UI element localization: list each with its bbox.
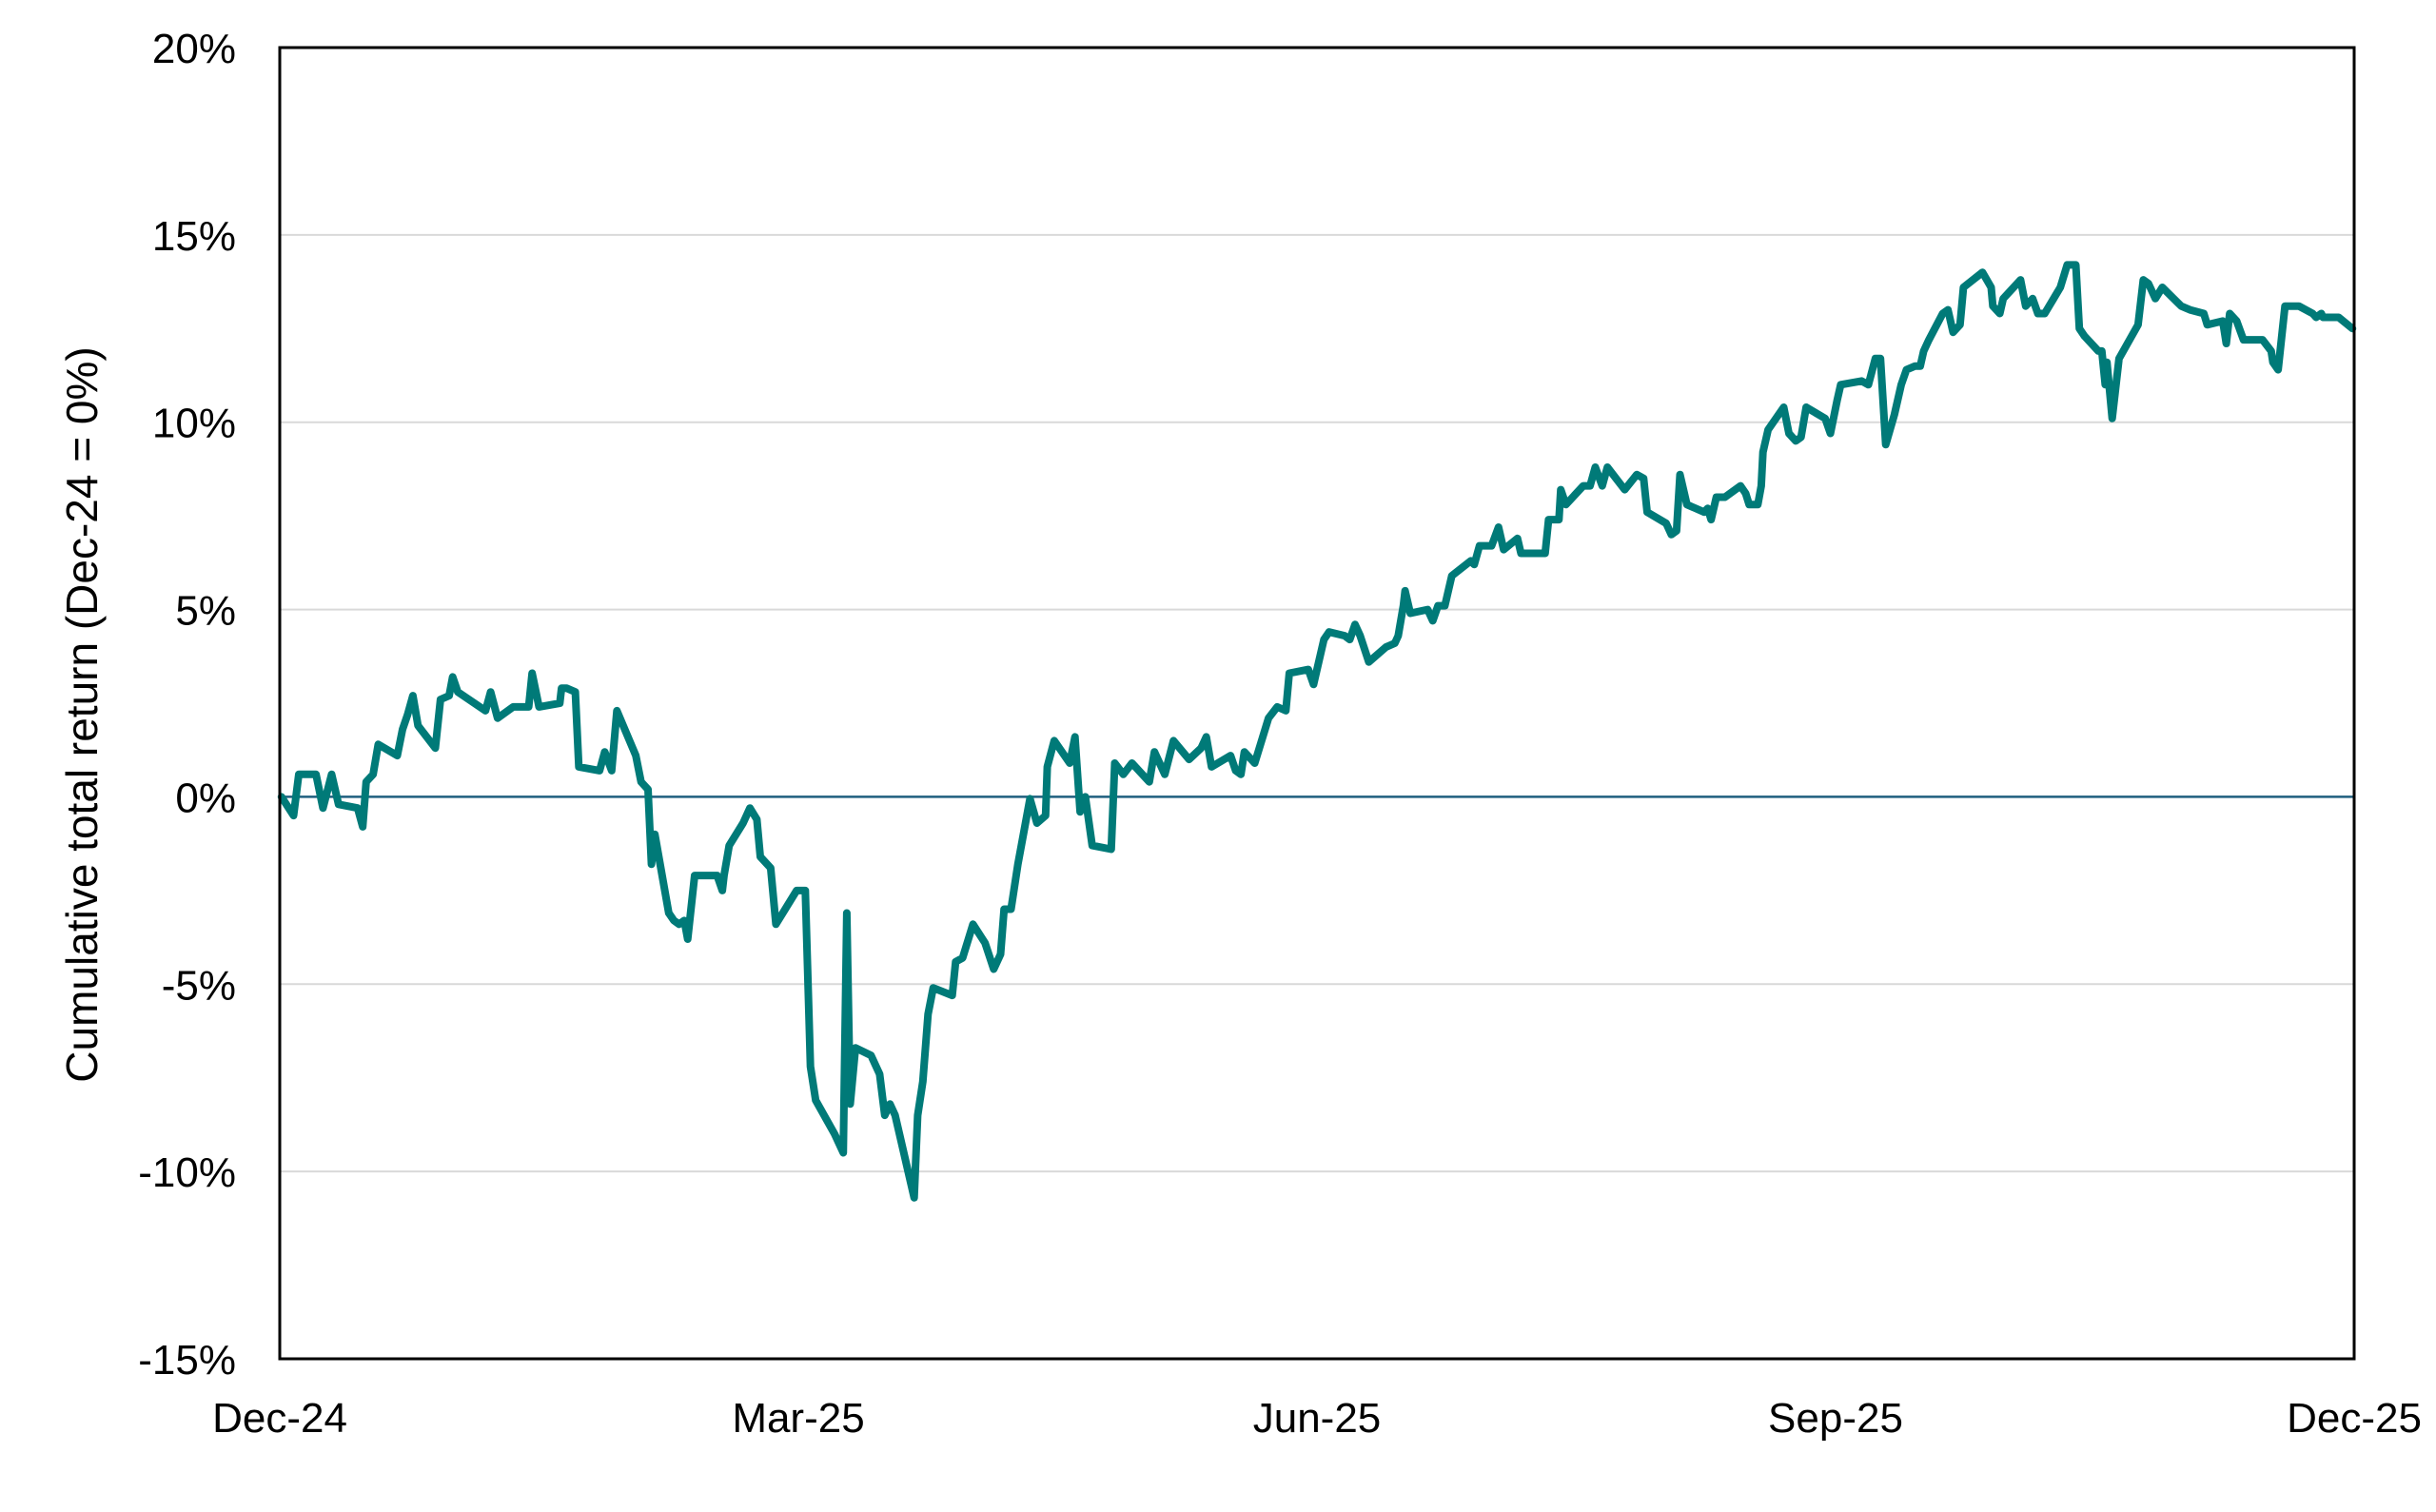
x-tick-label: Dec-25 [2287, 1395, 2422, 1442]
y-tick-label: 20% [152, 26, 236, 72]
cumulative-return-line [277, 261, 2357, 1202]
x-tick-label: Dec-24 [212, 1395, 347, 1442]
plot-frame [278, 46, 2356, 1361]
y-tick-label: -15% [138, 1337, 236, 1384]
y-tick-label: -10% [138, 1149, 236, 1196]
x-tick-label: Jun-25 [1253, 1395, 1382, 1442]
x-axis-ticks: Dec-24 Mar-25 Jun-25 Sep-25 Dec-25 [212, 1395, 2422, 1442]
gridlines [280, 233, 2354, 1173]
y-tick-label: -5% [162, 962, 236, 1009]
y-tick-label: 5% [175, 588, 236, 635]
y-tick-label: 15% [152, 213, 236, 260]
y-tick-label: 0% [175, 775, 236, 821]
y-tick-label: 10% [152, 401, 236, 447]
y-axis-ticks: -15% -10% -5% 0% 5% 10% 15% 20% [138, 26, 236, 1384]
y-axis-title: Cumulative total return (Dec-24 = 0%) [57, 346, 107, 1082]
x-tick-label: Mar-25 [732, 1395, 864, 1442]
x-tick-label: Sep-25 [1768, 1395, 1903, 1442]
